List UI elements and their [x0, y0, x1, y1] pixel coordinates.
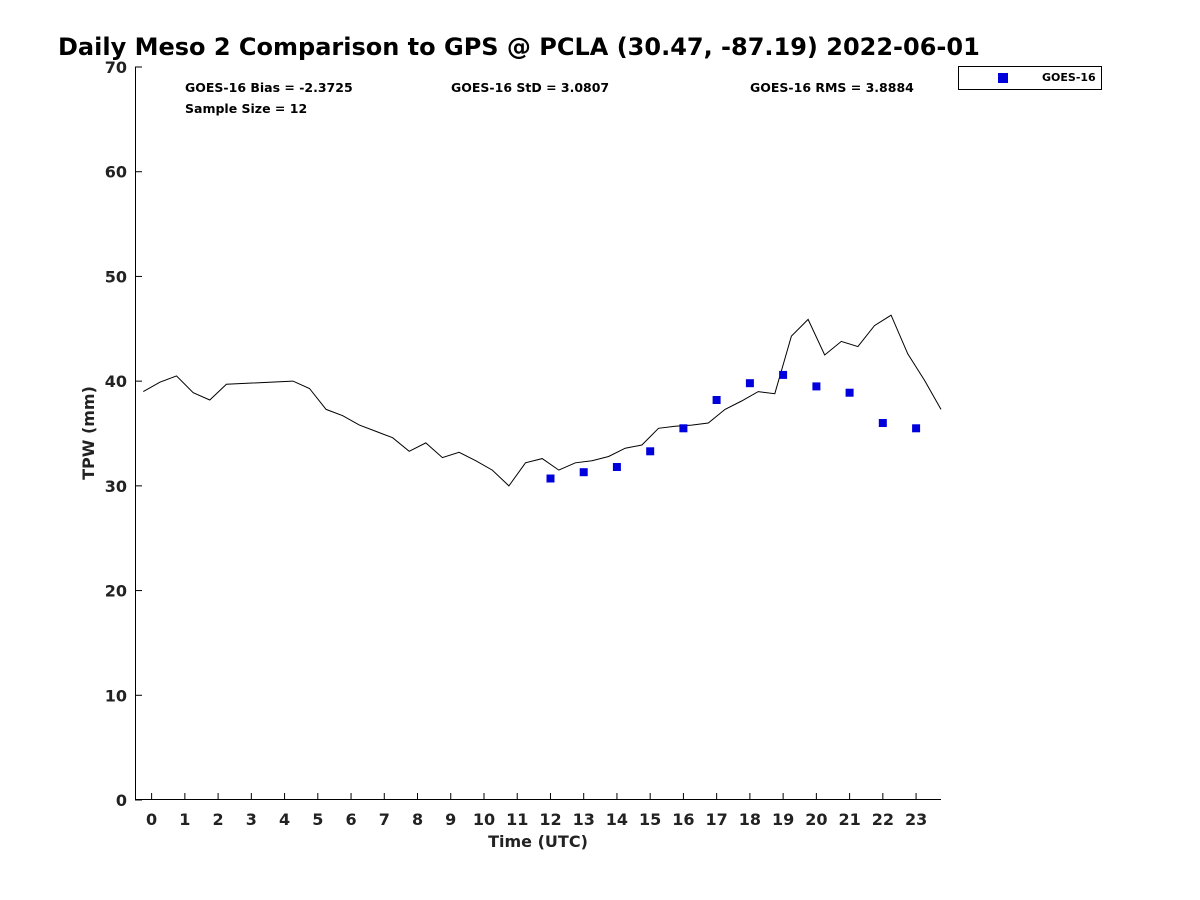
x-tick-label: 9	[445, 810, 456, 829]
x-tick-label: 15	[639, 810, 661, 829]
x-tick-label: 13	[573, 810, 595, 829]
y-tick-label: 60	[105, 163, 127, 182]
x-tick-label: 10	[473, 810, 495, 829]
x-tick-label: 23	[905, 810, 927, 829]
x-tick-label: 8	[412, 810, 423, 829]
y-ticks: 0 10 20 30 40 50 60 70	[105, 58, 142, 810]
legend: GOES-16	[958, 66, 1102, 90]
statistics-box: GOES-16 Bias = -2.3725 GOES-16 StD = 3.0…	[185, 80, 914, 116]
legend-marker-square	[998, 73, 1008, 83]
y-tick-label: 70	[105, 58, 127, 77]
y-tick-label: 40	[105, 372, 127, 391]
x-tick-label: 3	[246, 810, 257, 829]
goes16-data-point	[546, 474, 555, 483]
goes16-data-point	[745, 379, 754, 388]
x-tick-label: 19	[772, 810, 794, 829]
x-tick-label: 21	[838, 810, 860, 829]
goes16-data-point	[812, 382, 821, 391]
x-tick-label: 17	[706, 810, 728, 829]
bias-stat: GOES-16 Bias = -2.3725	[185, 80, 353, 95]
std-stat: GOES-16 StD = 3.0807	[451, 80, 609, 95]
goes16-data-point	[912, 424, 921, 433]
x-tick-label: 6	[345, 810, 356, 829]
rms-stat: GOES-16 RMS = 3.8884	[750, 80, 914, 95]
goes16-data-point	[579, 468, 588, 477]
y-tick-label: 0	[116, 791, 127, 810]
y-tick-label: 10	[105, 686, 127, 705]
y-tick-label: 30	[105, 477, 127, 496]
goes16-data-point	[712, 396, 721, 404]
chart-title: Daily Meso 2 Comparison to GPS @ PCLA (3…	[58, 33, 980, 61]
x-tick-label: 20	[805, 810, 827, 829]
goes16-data-point	[612, 463, 621, 471]
plot-axes	[135, 67, 941, 800]
x-ticks: 0 1 2 3 4 5 6 7 8 9 10 11 12 13 14 15 16 17 18 19 20 21 22 23	[146, 793, 927, 829]
x-tick-label: 0	[146, 810, 157, 829]
goes16-series-points	[546, 370, 921, 483]
gps-tpw-line	[143, 314, 942, 487]
y-axis-label: TPW (mm)	[79, 386, 98, 480]
y-tick-label: 20	[105, 582, 127, 601]
legend-label-goes16: GOES-16	[1042, 71, 1096, 84]
goes16-data-point	[779, 370, 788, 379]
x-tick-label: 4	[279, 810, 290, 829]
x-tick-label: 16	[672, 810, 694, 829]
x-tick-label: 11	[506, 810, 528, 829]
y-tick-label: 50	[105, 267, 127, 286]
x-tick-label: 1	[179, 810, 190, 829]
x-tick-label: 2	[213, 810, 224, 829]
legend-box	[958, 66, 1102, 90]
x-axis-label: Time (UTC)	[488, 832, 588, 851]
x-tick-label: 7	[379, 810, 390, 829]
goes16-data-point	[679, 424, 688, 433]
goes16-data-point	[845, 388, 854, 397]
x-tick-label: 14	[606, 810, 628, 829]
x-tick-label: 5	[312, 810, 323, 829]
x-tick-label: 12	[539, 810, 561, 829]
x-tick-label: 18	[739, 810, 761, 829]
sample-size-stat: Sample Size = 12	[185, 101, 307, 116]
x-tick-label: 22	[872, 810, 894, 829]
goes16-data-point	[878, 419, 887, 427]
goes16-data-point	[646, 447, 655, 456]
gps-series-line	[143, 314, 942, 487]
